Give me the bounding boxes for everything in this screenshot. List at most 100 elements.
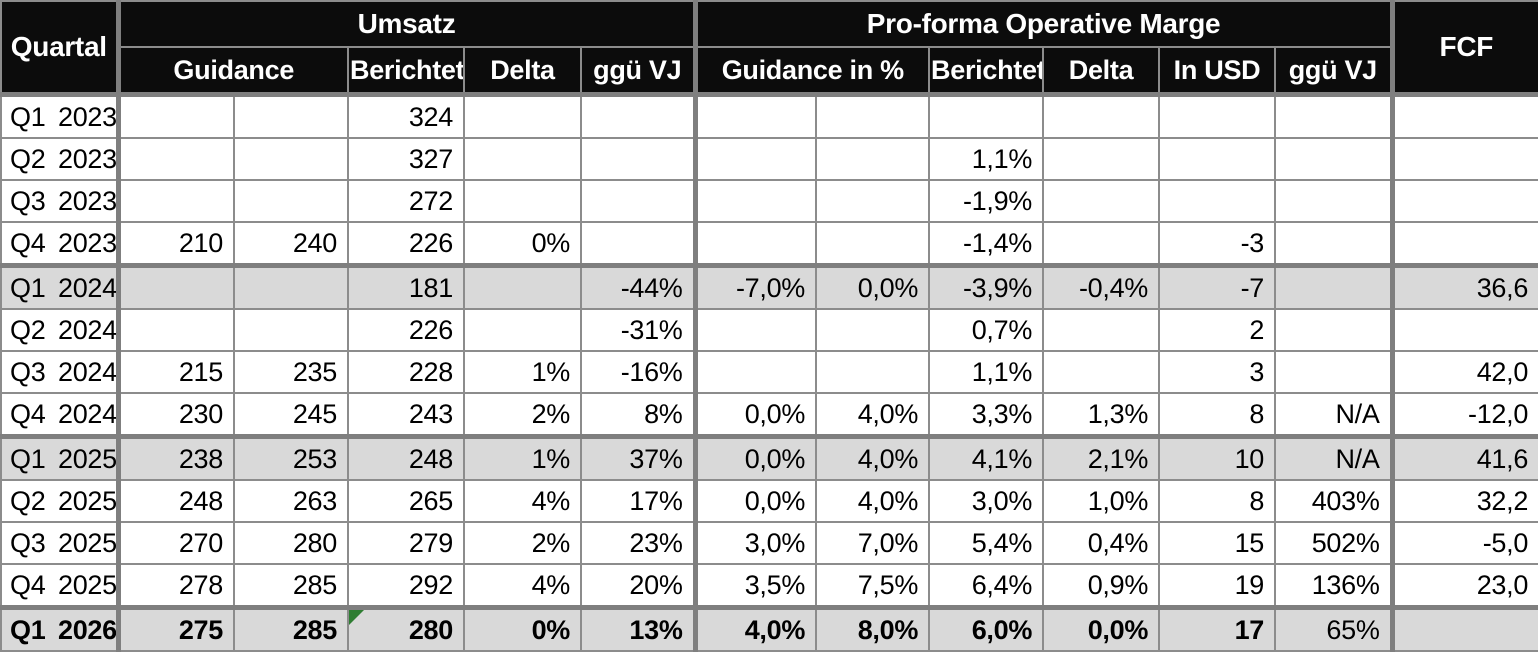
cell[interactable] (815, 221, 931, 267)
row-label-cell[interactable]: Q3 2025 (0, 521, 119, 565)
cell[interactable]: 65% (1274, 605, 1394, 652)
cell[interactable] (1389, 221, 1538, 267)
cell[interactable]: 0,0% (692, 434, 818, 481)
cell[interactable]: -7 (1158, 263, 1277, 310)
cell[interactable]: 327 (347, 137, 465, 181)
cell[interactable]: -44% (579, 263, 697, 310)
cell[interactable] (115, 308, 235, 352)
cell[interactable] (692, 308, 818, 352)
cell[interactable] (1042, 350, 1161, 394)
cell[interactable]: 263 (233, 479, 349, 523)
cell[interactable]: -12,0 (1389, 392, 1538, 438)
cell[interactable]: -5,0 (1389, 521, 1538, 565)
cell[interactable] (1389, 179, 1538, 223)
cell[interactable]: N/A (1274, 434, 1394, 481)
cell[interactable]: 6,0% (928, 605, 1045, 652)
cell[interactable]: 32,2 (1389, 479, 1538, 523)
cell[interactable]: 36,6 (1389, 263, 1538, 310)
cell[interactable] (463, 93, 582, 139)
cell[interactable]: 228 (347, 350, 465, 394)
cell[interactable]: 272 (347, 179, 465, 223)
cell[interactable] (115, 263, 235, 310)
cell[interactable]: 1% (463, 350, 582, 394)
row-label-cell[interactable]: Q3 2023 (0, 179, 119, 223)
cell[interactable]: 42,0 (1389, 350, 1538, 394)
cell[interactable]: 0,4% (1042, 521, 1161, 565)
cell[interactable]: 4% (463, 479, 582, 523)
cell[interactable] (463, 137, 582, 181)
cell[interactable]: -7,0% (692, 263, 818, 310)
cell[interactable]: 13% (579, 605, 697, 652)
row-label-cell[interactable]: Q1 2026 (0, 605, 119, 652)
cell[interactable]: -3,9% (928, 263, 1045, 310)
cell[interactable]: 8 (1158, 479, 1277, 523)
cell[interactable]: 502% (1274, 521, 1394, 565)
cell[interactable] (115, 179, 235, 223)
cell[interactable]: -1,9% (928, 179, 1045, 223)
cell[interactable]: 4,0% (815, 392, 931, 438)
cell[interactable]: 17 (1158, 605, 1277, 652)
cell[interactable]: 210 (115, 221, 235, 267)
cell[interactable]: 1,1% (928, 350, 1045, 394)
cell[interactable]: 0,0% (692, 392, 818, 438)
cell[interactable]: 37% (579, 434, 697, 481)
cell[interactable]: 270 (115, 521, 235, 565)
cell[interactable]: 280 (233, 521, 349, 565)
row-label-cell[interactable]: Q1 2024 (0, 263, 119, 310)
cell[interactable]: 2% (463, 521, 582, 565)
cell[interactable]: 23,0 (1389, 563, 1538, 609)
cell[interactable] (233, 93, 349, 139)
cell[interactable] (115, 137, 235, 181)
cell[interactable]: 8% (579, 392, 697, 438)
cell[interactable] (1389, 605, 1538, 652)
row-label-cell[interactable]: Q4 2025 (0, 563, 119, 609)
cell[interactable]: 2% (463, 392, 582, 438)
cell[interactable] (1389, 308, 1538, 352)
cell[interactable] (1274, 350, 1394, 394)
cell[interactable]: 243 (347, 392, 465, 438)
cell[interactable]: 2 (1158, 308, 1277, 352)
cell[interactable] (115, 93, 235, 139)
row-label-cell[interactable]: Q4 2023 (0, 221, 119, 267)
cell[interactable]: 181 (347, 263, 465, 310)
cell[interactable] (463, 308, 582, 352)
cell[interactable] (1158, 137, 1277, 181)
cell[interactable] (579, 221, 697, 267)
cell[interactable]: N/A (1274, 392, 1394, 438)
row-label-cell[interactable]: Q4 2024 (0, 392, 119, 438)
cell[interactable]: 136% (1274, 563, 1394, 609)
cell[interactable] (692, 350, 818, 394)
cell[interactable] (1389, 137, 1538, 181)
cell[interactable] (1274, 263, 1394, 310)
cell[interactable]: 235 (233, 350, 349, 394)
cell[interactable]: -3 (1158, 221, 1277, 267)
cell[interactable]: 0,0% (692, 479, 818, 523)
cell[interactable]: 278 (115, 563, 235, 609)
cell[interactable]: 403% (1274, 479, 1394, 523)
row-label-cell[interactable]: Q2 2023 (0, 137, 119, 181)
cell[interactable] (1158, 93, 1277, 139)
cell[interactable]: 41,6 (1389, 434, 1538, 481)
cell[interactable]: 7,0% (815, 521, 931, 565)
row-label-cell[interactable]: Q2 2025 (0, 479, 119, 523)
cell[interactable] (463, 263, 582, 310)
cell[interactable]: 280 (347, 605, 465, 652)
cell[interactable]: 5,4% (928, 521, 1045, 565)
cell[interactable]: 23% (579, 521, 697, 565)
cell[interactable] (815, 93, 931, 139)
cell[interactable]: 265 (347, 479, 465, 523)
cell[interactable] (815, 137, 931, 181)
cell[interactable] (233, 137, 349, 181)
cell[interactable]: 245 (233, 392, 349, 438)
cell[interactable]: 4% (463, 563, 582, 609)
cell[interactable] (1042, 93, 1161, 139)
cell[interactable]: -0,4% (1042, 263, 1161, 310)
row-label-cell[interactable]: Q2 2024 (0, 308, 119, 352)
cell[interactable]: 3,0% (928, 479, 1045, 523)
cell[interactable]: 285 (233, 605, 349, 652)
cell[interactable]: 0,0% (1042, 605, 1161, 652)
row-label-cell[interactable]: Q3 2024 (0, 350, 119, 394)
cell[interactable] (815, 179, 931, 223)
cell[interactable]: 4,0% (815, 479, 931, 523)
cell[interactable]: 238 (115, 434, 235, 481)
